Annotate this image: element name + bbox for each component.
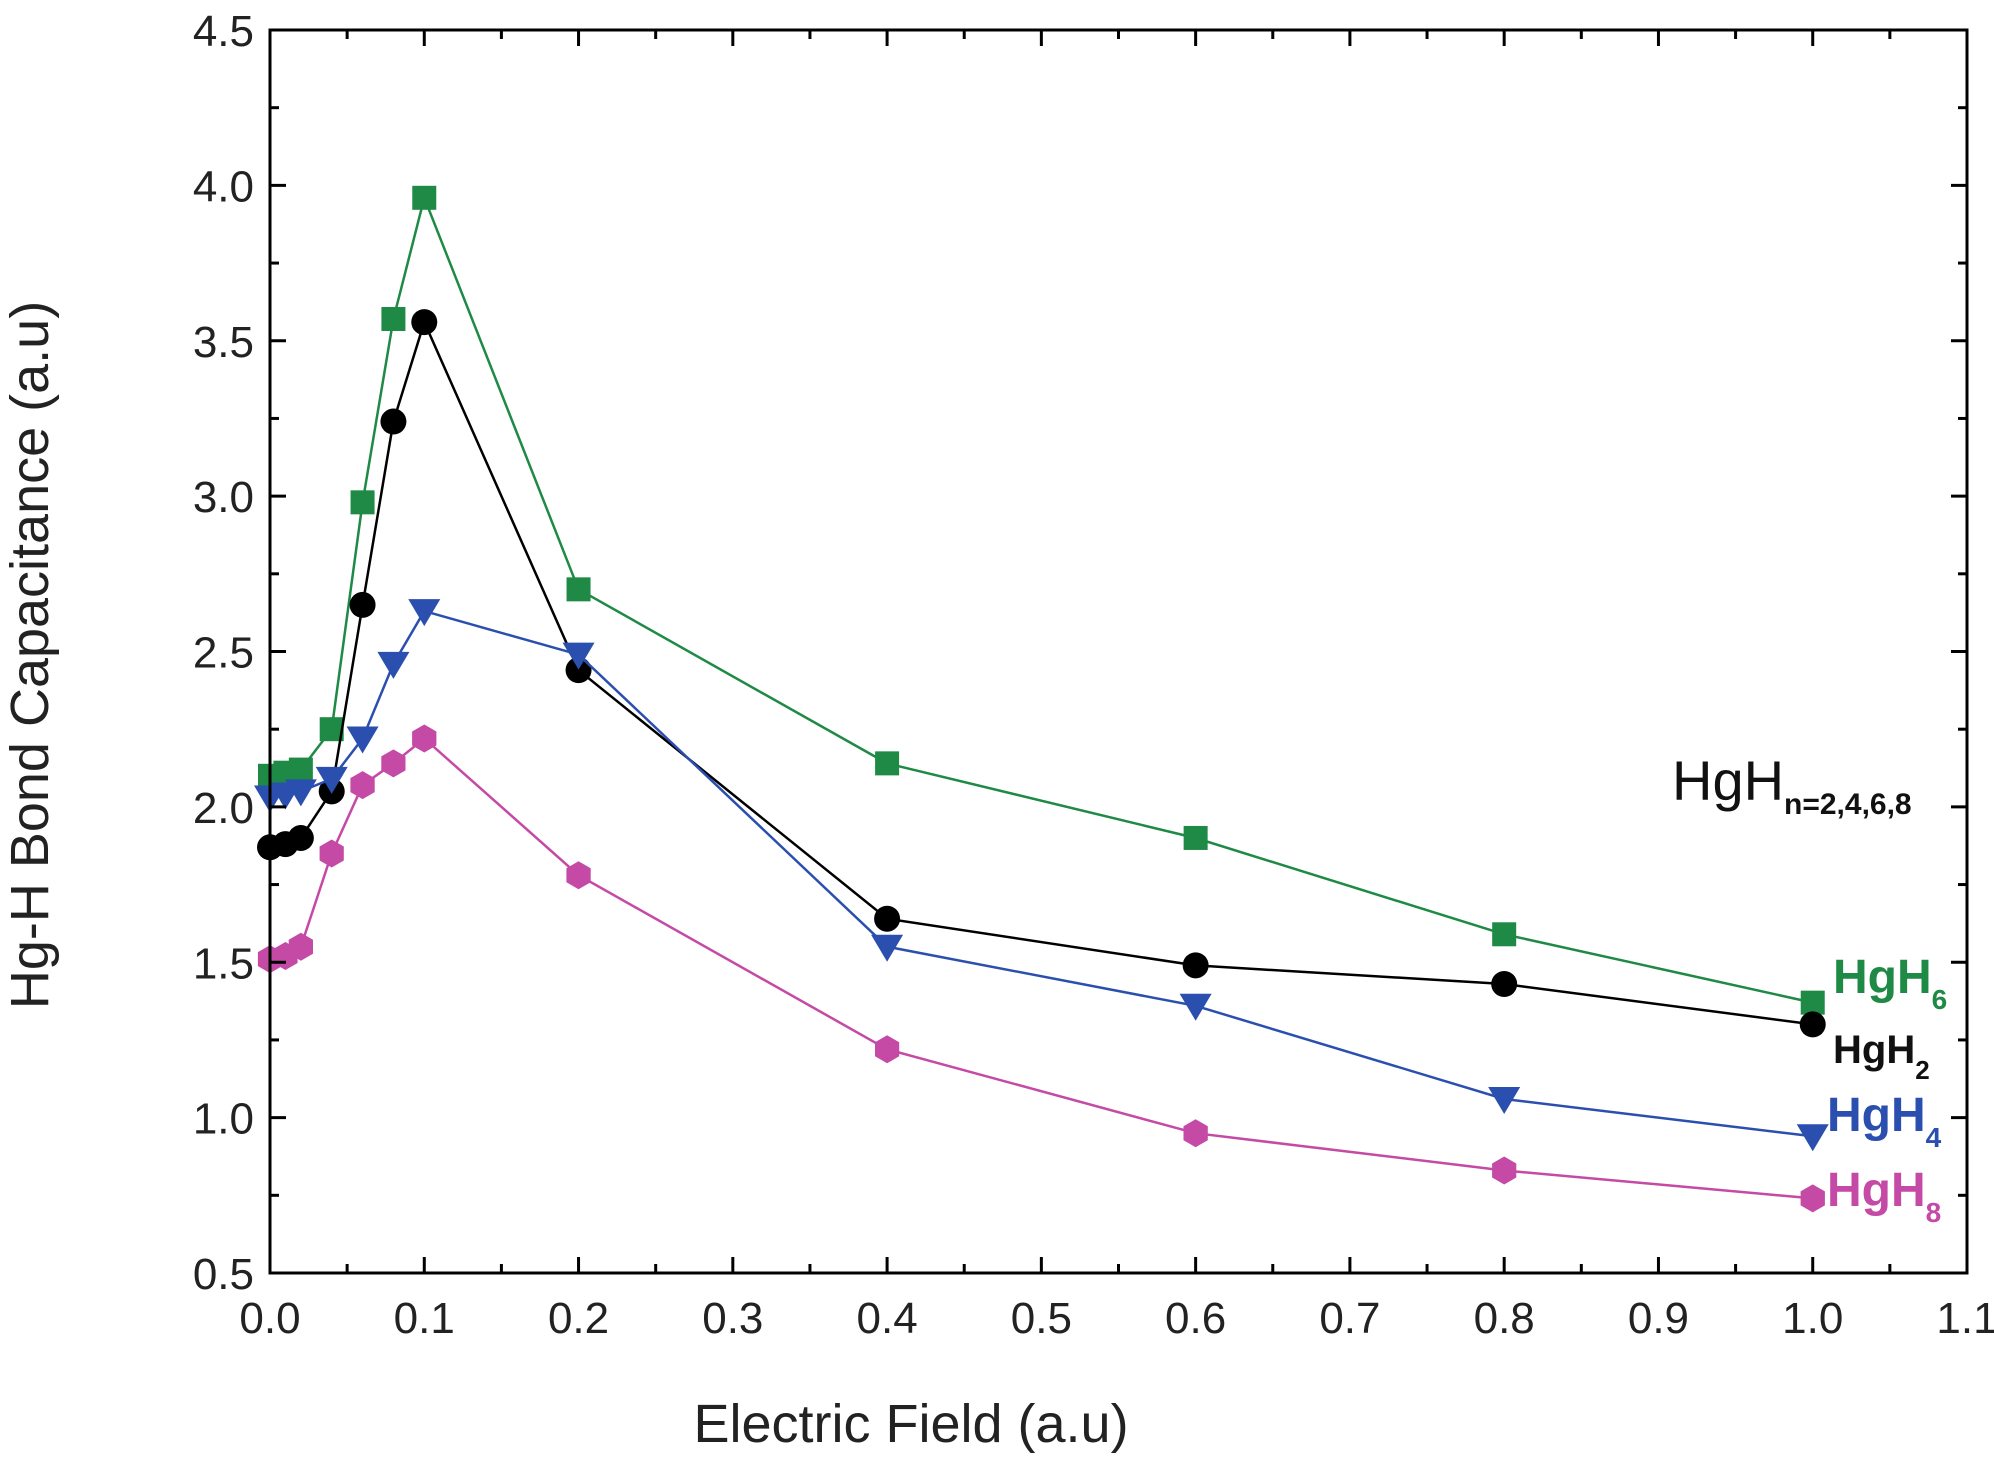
y-tick-label: 4.5 xyxy=(193,7,254,56)
x-tick-label: 0.2 xyxy=(548,1294,609,1343)
data-point xyxy=(381,306,406,331)
data-point xyxy=(1183,825,1208,850)
x-axis-label: Electric Field (a.u) xyxy=(693,1394,1128,1454)
x-tick-label: 0.6 xyxy=(1165,1294,1226,1343)
series-label-hgh2: HgH2 xyxy=(1833,1028,1930,1085)
annotation-base: HgH xyxy=(1672,749,1784,812)
data-point xyxy=(874,905,901,932)
x-tick-label: 0.1 xyxy=(394,1294,455,1343)
data-point xyxy=(284,779,317,807)
data-point xyxy=(377,651,410,679)
series-hgh6 xyxy=(258,185,1825,1015)
data-point xyxy=(1179,993,1212,1021)
data-point xyxy=(380,408,407,435)
x-tick-label: 0.7 xyxy=(1319,1294,1380,1343)
data-point xyxy=(287,824,314,851)
data-point xyxy=(411,309,438,336)
data-point xyxy=(875,1035,900,1064)
data-point xyxy=(412,185,437,210)
x-tick-label: 0.5 xyxy=(1011,1294,1072,1343)
data-point xyxy=(315,766,348,794)
series-label-hgh4: HgH4 xyxy=(1827,1089,1942,1153)
series-hgh4 xyxy=(254,599,1829,1152)
y-tick-label: 0.5 xyxy=(193,1250,254,1299)
data-point xyxy=(350,771,375,800)
data-point xyxy=(871,934,904,962)
x-tick-label: 0.4 xyxy=(857,1294,918,1343)
annotation-sub: n=2,4,6,8 xyxy=(1784,788,1912,821)
data-point xyxy=(346,726,379,754)
annotation-text: HgHn=2,4,6,8 xyxy=(1672,749,1912,821)
x-tick-label: 1.1 xyxy=(1936,1294,1994,1343)
x-tick-label: 0.8 xyxy=(1474,1294,1535,1343)
data-point xyxy=(288,757,313,782)
data-point xyxy=(1182,952,1209,979)
x-tick-label: 0.3 xyxy=(702,1294,763,1343)
y-tick-label: 3.5 xyxy=(193,318,254,367)
data-point xyxy=(381,749,406,778)
data-point xyxy=(562,642,595,670)
data-point xyxy=(875,751,900,776)
data-point xyxy=(349,591,376,618)
data-point xyxy=(1488,1086,1521,1114)
data-point xyxy=(1799,1011,1826,1038)
data-point xyxy=(412,724,437,753)
x-tick-label: 1.0 xyxy=(1782,1294,1843,1343)
data-point xyxy=(288,932,313,961)
data-point xyxy=(1183,1119,1208,1148)
data-point xyxy=(566,861,591,890)
data-point xyxy=(1800,1184,1825,1213)
data-point xyxy=(1796,1124,1829,1152)
x-tick-label: 0.0 xyxy=(239,1294,300,1343)
data-point xyxy=(565,657,592,684)
series-hgh8 xyxy=(257,724,1825,1213)
series-labels: HgH6 HgH2 HgH4 HgH8 xyxy=(1827,951,1947,1228)
data-point xyxy=(350,490,375,515)
y-tick-label: 1.5 xyxy=(193,939,254,988)
y-tick-label: 2.0 xyxy=(193,784,254,833)
y-tick-label: 1.0 xyxy=(193,1095,254,1144)
x-tick-label: 0.9 xyxy=(1628,1294,1689,1343)
data-point xyxy=(1492,922,1517,947)
y-axis-label: Hg-H Bond Capacitance (a.u) xyxy=(0,301,60,1009)
y-tick-label: 2.5 xyxy=(193,629,254,678)
data-point xyxy=(1491,971,1518,998)
data-point xyxy=(1800,990,1825,1015)
y-tick-label: 3.0 xyxy=(193,473,254,522)
data-point xyxy=(319,839,344,868)
series-label-hgh8: HgH8 xyxy=(1827,1164,1941,1228)
data-point xyxy=(1492,1156,1517,1185)
series-hgh2 xyxy=(257,309,1826,1038)
y-tick-label: 4.0 xyxy=(193,162,254,211)
series-label-hgh6: HgH6 xyxy=(1833,951,1947,1015)
data-point xyxy=(566,577,591,602)
data-point xyxy=(408,599,441,627)
